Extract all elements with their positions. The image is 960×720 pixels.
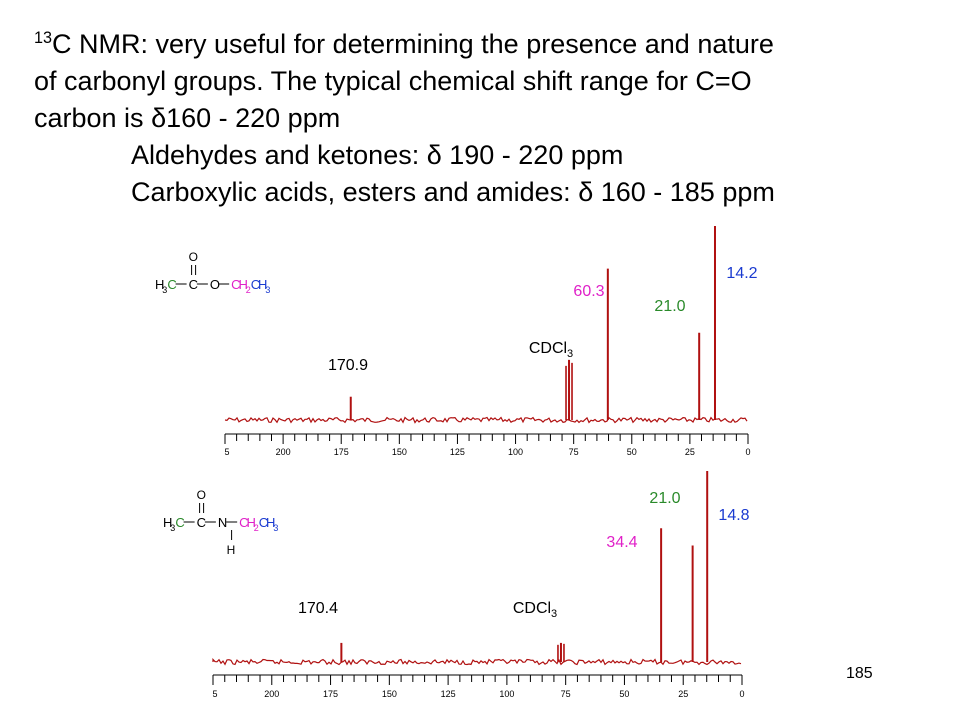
x-tick-label: 75: [569, 447, 579, 457]
structure-glyph: 3: [162, 285, 167, 295]
structure-glyph: 3: [273, 523, 278, 533]
x-tick-label: 0: [745, 447, 750, 457]
peak-label-34-4: 34.4: [606, 534, 637, 551]
x-tick-label: 100: [499, 689, 514, 699]
structure-glyph: C: [239, 515, 248, 530]
x-tick-label: 125: [450, 447, 465, 457]
structure-carbonyl-oxygen: O: [197, 488, 206, 502]
peak-label-170-9: 170.9: [328, 357, 368, 374]
peak-label-14-8: 14.8: [718, 507, 749, 524]
delta-symbol: δ: [151, 103, 167, 133]
title-line-1: 13C NMR: very useful for determining the…: [34, 20, 934, 63]
x-tick-label: 150: [382, 689, 397, 699]
structure-glyph: 3: [170, 523, 175, 533]
spectrum-2: 170.4 CDCl3 34.4 21.0 14.8 5 200 175 150 125 100 75…: [163, 471, 750, 699]
x-tick-label: 150: [392, 447, 407, 457]
x-tick-label: 0: [739, 689, 744, 699]
peak-label-21-0: 21.0: [654, 298, 685, 315]
title-line-5-text: 160 - 185 ppm: [593, 177, 775, 207]
structure-glyph: 3: [265, 285, 270, 295]
title-line-3: carbon is δ160 - 220 ppm: [34, 100, 934, 137]
structure-nh-hydrogen: H: [227, 543, 236, 557]
peak-label-170-4: 170.4: [298, 600, 338, 617]
page-number: 185: [846, 665, 873, 682]
title-line-3-text: 160 - 220 ppm: [166, 103, 341, 133]
structure-glyph: H: [266, 515, 275, 530]
x-tick-label: 125: [441, 689, 456, 699]
x-tick-label: 5: [212, 689, 217, 699]
structure-glyph: N: [218, 515, 227, 530]
structure-glyph: H: [238, 277, 247, 292]
delta-symbol: δ: [578, 177, 594, 207]
title-line-2: of carbonyl groups. The typical chemical…: [34, 66, 752, 96]
superscript-13: 13: [34, 29, 53, 47]
title-line-4: Aldehydes and ketones: δ 190 - 220 ppm: [34, 137, 934, 174]
peak-label-cdcl3: CDCl3: [529, 340, 573, 360]
structure-glyph: C: [231, 277, 240, 292]
x-tick-label: 175: [334, 447, 349, 457]
spectrum-1: 170.9 CDCl3 60.3 21.0 14.2 5 200 175 150 125 100 75…: [155, 226, 758, 457]
title-line-3-prefix: carbon is: [34, 103, 152, 133]
structure-glyph: 2: [246, 285, 251, 295]
slide-title: 13C NMR: very useful for determining the…: [34, 20, 934, 211]
structure-glyph: C: [259, 515, 268, 530]
x-tick-label: 75: [561, 689, 571, 699]
structure-glyph: H: [163, 515, 172, 530]
peak-label-14-2: 14.2: [726, 265, 757, 282]
title-line-1-text: C NMR: very useful for determining the p…: [52, 29, 774, 59]
title-line-4-text: 190 - 220 ppm: [441, 140, 624, 170]
baseline-noise: [212, 658, 742, 666]
x-tick-label: 5: [224, 447, 229, 457]
structure-glyph: C: [197, 515, 206, 530]
structure-carbonyl-oxygen: O: [189, 250, 198, 264]
title-line-5-prefix: Carboxylic acids, esters and amides:: [131, 177, 579, 207]
title-line-5: Carboxylic acids, esters and amides: δ 1…: [34, 174, 934, 211]
structure-glyph: C: [175, 515, 184, 530]
x-tick-label: 50: [627, 447, 637, 457]
title-line-4-prefix: Aldehydes and ketones:: [131, 140, 427, 170]
structure-glyph: C: [251, 277, 260, 292]
structure-glyph: H: [155, 277, 164, 292]
peak-label-cdcl3: CDCl3: [513, 600, 557, 620]
peak-label-21-0: 21.0: [649, 490, 680, 507]
structure-glyph: H: [246, 515, 255, 530]
structure-glyph: C: [189, 277, 198, 292]
x-tick-label: 100: [508, 447, 523, 457]
structure-glyph: C: [167, 277, 176, 292]
x-tick-label: 50: [619, 689, 629, 699]
x-tick-label: 175: [323, 689, 338, 699]
x-tick-label: 200: [276, 447, 291, 457]
delta-symbol: δ: [426, 140, 442, 170]
structure-glyph: O: [210, 277, 220, 292]
structure-glyph: H: [258, 277, 267, 292]
x-tick-label: 25: [678, 689, 688, 699]
structure-glyph: 2: [254, 523, 259, 533]
x-tick-label: 200: [264, 689, 279, 699]
x-tick-label: 25: [685, 447, 695, 457]
peak-label-60-3: 60.3: [573, 283, 604, 300]
baseline-noise: [224, 416, 748, 424]
